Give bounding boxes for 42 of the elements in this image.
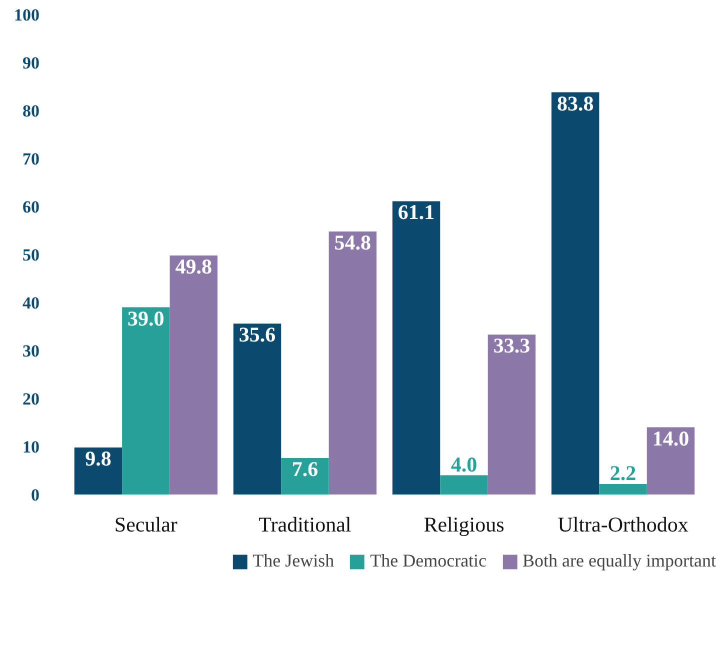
- y-tick-label: 20: [22, 390, 40, 408]
- y-tick-label: 50: [22, 246, 40, 264]
- data-label: 35.6: [238, 322, 276, 347]
- y-tick-label: 30: [22, 342, 40, 360]
- data-label: 83.8: [556, 91, 594, 116]
- data-label: 49.8: [175, 254, 212, 278]
- bar: [233, 324, 282, 494]
- bar: [488, 334, 536, 494]
- bar: [646, 427, 695, 494]
- data-label: 4.0: [450, 452, 478, 476]
- x-tick-label: Ultra-Orthodox: [558, 512, 689, 536]
- data-label: 61.1: [398, 200, 435, 224]
- x-tick-label: Secular: [114, 512, 178, 536]
- x-tick-label: Traditional: [258, 512, 352, 536]
- y-tick-label: 0: [31, 486, 40, 504]
- data-label: 33.3: [493, 334, 530, 358]
- data-label: 7.6: [292, 457, 318, 482]
- bar: [392, 201, 440, 494]
- y-tick-label: 80: [22, 102, 40, 120]
- legend-label: Both are equally important: [522, 550, 716, 572]
- y-tick-label: 60: [22, 198, 40, 216]
- bar: [440, 475, 488, 494]
- bar: [599, 484, 647, 494]
- y-tick-label: 40: [22, 294, 40, 312]
- y-tick-label: 90: [22, 54, 40, 72]
- legend-label: The Democratic: [370, 550, 487, 572]
- bar: [74, 447, 122, 494]
- y-tick-label: 70: [22, 150, 40, 168]
- data-label: 14.0: [652, 426, 690, 450]
- legend-label: The Jewish: [252, 550, 334, 572]
- y-tick-label: 10: [22, 438, 40, 456]
- y-tick-label: 100: [14, 6, 40, 24]
- data-label: 9.8: [85, 446, 112, 470]
- bar: [170, 255, 218, 494]
- bar: [122, 307, 170, 494]
- bar: [328, 231, 377, 494]
- x-tick-label: Religious: [424, 512, 504, 536]
- bar: [281, 458, 329, 494]
- data-label: 39.0: [128, 306, 164, 330]
- bar: [551, 92, 600, 494]
- data-label: 2.2: [610, 460, 636, 485]
- data-label: 54.8: [334, 230, 372, 254]
